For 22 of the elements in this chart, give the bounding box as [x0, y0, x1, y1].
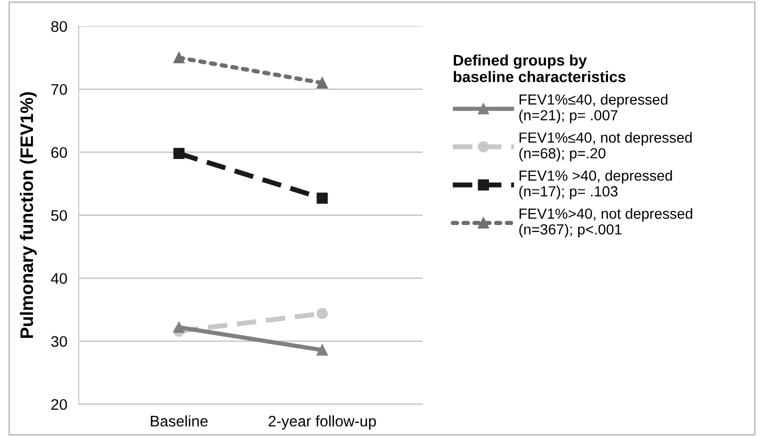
y-tick-label: 20: [51, 399, 67, 410]
y-tick-label: 80: [51, 21, 67, 32]
y-axis-title: Pulmonary function (FEV1%): [20, 92, 37, 338]
legend-title: Defined groups by baseline characteristics: [454, 54, 626, 82]
point: [173, 52, 185, 64]
point: [316, 77, 328, 88]
y-tick-label: 50: [51, 210, 67, 221]
legend-label: FEV1%≤40, depressed (n=21); p= .007: [519, 94, 668, 124]
legend-label: FEV1%>40, not depressed (n=367); p<.001: [519, 208, 692, 238]
x-tick-label: 2-year follow-up: [268, 415, 376, 430]
y-tick-label: 70: [51, 84, 67, 95]
y-tick-label: 40: [50, 273, 67, 284]
y-tick-label: 30: [51, 336, 67, 347]
y-tick-label: 60: [51, 147, 67, 158]
x-tick-label: Baseline: [150, 415, 208, 427]
legend-label: FEV1% >40, depressed (n=17); p= .103: [519, 170, 672, 200]
point: [316, 308, 328, 320]
point: [173, 322, 185, 333]
point: [316, 192, 328, 204]
point: [316, 344, 328, 356]
point: [173, 148, 185, 160]
legend-label: FEV1%≤40, not depressed (n=68); p=.20: [519, 132, 692, 162]
